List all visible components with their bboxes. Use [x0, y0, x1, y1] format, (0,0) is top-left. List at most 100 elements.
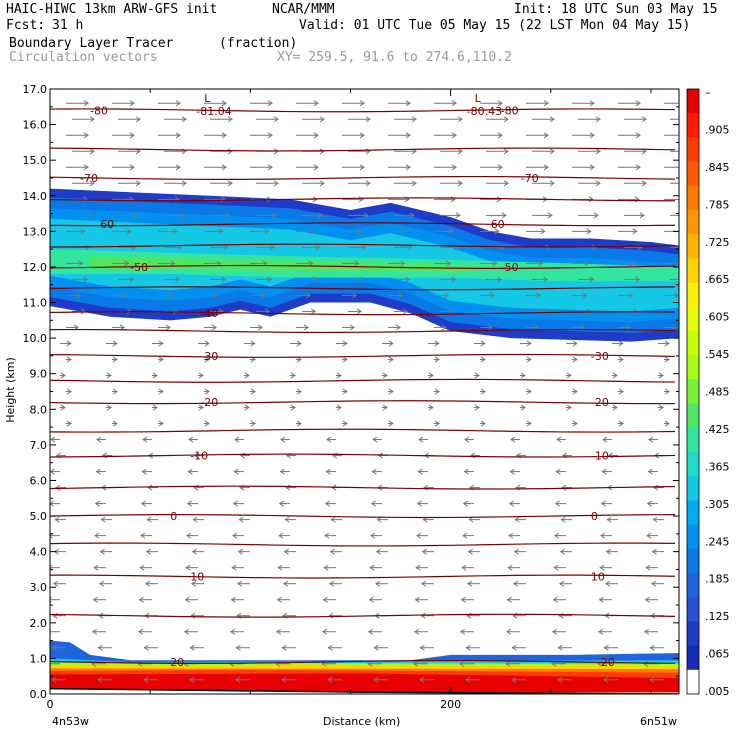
circulation-vector [140, 500, 152, 507]
isotherm-label: -20 [591, 396, 609, 409]
circulation-vector [601, 468, 612, 475]
circulation-vector [50, 500, 60, 507]
colorbar-swatch [687, 573, 699, 598]
circulation-vector [204, 388, 210, 395]
circulation-vector [336, 340, 348, 347]
circulation-vector [158, 100, 181, 107]
circulation-vector [204, 164, 227, 171]
circulation-vector [664, 324, 677, 331]
circulation-vector [158, 292, 174, 299]
circulation-vector [302, 276, 319, 283]
isotherm--45 [50, 286, 675, 291]
colorbar-swatch [687, 597, 699, 622]
circulation-vector [100, 516, 112, 523]
circulation-vector [277, 564, 290, 571]
circulation-vector [118, 244, 137, 251]
circulation-vector [250, 228, 270, 235]
circulation-vector [164, 276, 181, 283]
circulation-vector [146, 516, 158, 523]
x-tick-label: 200 [440, 698, 461, 711]
circulation-vector [278, 532, 290, 539]
circulation-vector [158, 388, 164, 395]
circulation-vector [279, 468, 290, 475]
circulation-vector [508, 532, 520, 539]
circulation-vector [256, 276, 273, 283]
circulation-vector [480, 260, 498, 267]
circulation-vector [566, 340, 578, 347]
circulation-vector [572, 132, 595, 139]
isotherm--20 [50, 400, 675, 405]
circulation-vector [465, 644, 480, 651]
circulation-vector [112, 100, 135, 107]
circulation-vector [52, 580, 66, 587]
circulation-vector [460, 596, 474, 603]
isotherm-label: 60 [100, 218, 114, 231]
vector-field-name: Circulation vectors [9, 50, 158, 65]
circulation-vector [198, 340, 210, 347]
circulation-vector [532, 116, 555, 123]
circulation-vector [66, 164, 89, 171]
circulation-vector [210, 244, 229, 251]
circulation-vector [190, 612, 204, 619]
isotherm-label: -70 [521, 172, 539, 185]
circulation-vector [440, 308, 455, 315]
circulation-vector [646, 500, 658, 507]
circulation-vector [250, 420, 256, 427]
valid-time: Valid: 01 UTC Tue 05 May 15 (22 LST Mon … [299, 18, 691, 33]
circulation-vector [434, 132, 457, 139]
circulation-vector [372, 436, 382, 443]
colorbar-swatch [687, 669, 699, 695]
circulation-vector [418, 436, 428, 443]
colorbar-swatch [687, 331, 699, 356]
circulation-vector [572, 228, 592, 235]
circulation-vector [158, 228, 178, 235]
circulation-vector [55, 484, 66, 491]
isotherm-label: -30 [200, 350, 218, 363]
circulation-vector [459, 628, 474, 635]
circulation-vector [556, 436, 566, 443]
circulation-vector [321, 628, 336, 635]
circulation-vector [486, 276, 503, 283]
colorbar-label: .305 [705, 498, 730, 511]
low-value: -81.04 [196, 105, 231, 118]
circulation-vector [250, 292, 266, 299]
circulation-vector [283, 548, 296, 555]
circulation-vector [560, 516, 572, 523]
circulation-vector [112, 292, 128, 299]
circulation-vector [278, 500, 290, 507]
xy-range: XY= 259.5, 91.6 to 274.6,110.2 [277, 50, 512, 65]
circulation-vector [371, 468, 382, 475]
circulation-vector [370, 532, 382, 539]
circulation-vector [578, 116, 601, 123]
circulation-vector [275, 660, 290, 667]
circulation-vector [612, 340, 624, 347]
circulation-vector [204, 324, 217, 331]
colorbar-swatch [687, 500, 699, 526]
colorbar-swatch [687, 234, 699, 259]
circulation-vector [658, 340, 670, 347]
circulation-vector [94, 532, 106, 539]
circulation-vector [51, 644, 66, 651]
isotherm-label: -30 [591, 350, 609, 363]
circulation-vector [557, 676, 572, 683]
circulation-vector [342, 228, 362, 235]
circulation-vector [532, 180, 555, 187]
circulation-vector [428, 340, 440, 347]
circulation-vector [653, 484, 664, 491]
x-axis-label: Distance (km) [323, 715, 400, 728]
circulation-vector [572, 260, 590, 267]
circulation-vector [572, 100, 595, 107]
circulation-vector [91, 628, 106, 635]
colorbar-swatch [687, 185, 699, 211]
circulation-vector [342, 132, 365, 139]
circulation-vector [606, 516, 618, 523]
circulation-vector [572, 164, 595, 171]
circulation-vector [342, 388, 348, 395]
circulation-vector [234, 436, 244, 443]
circulation-vector [388, 292, 404, 299]
circulation-vector [328, 580, 342, 587]
isotherm-label: -80 [90, 104, 108, 117]
circulation-vector [511, 676, 526, 683]
circulation-vector [367, 660, 382, 667]
